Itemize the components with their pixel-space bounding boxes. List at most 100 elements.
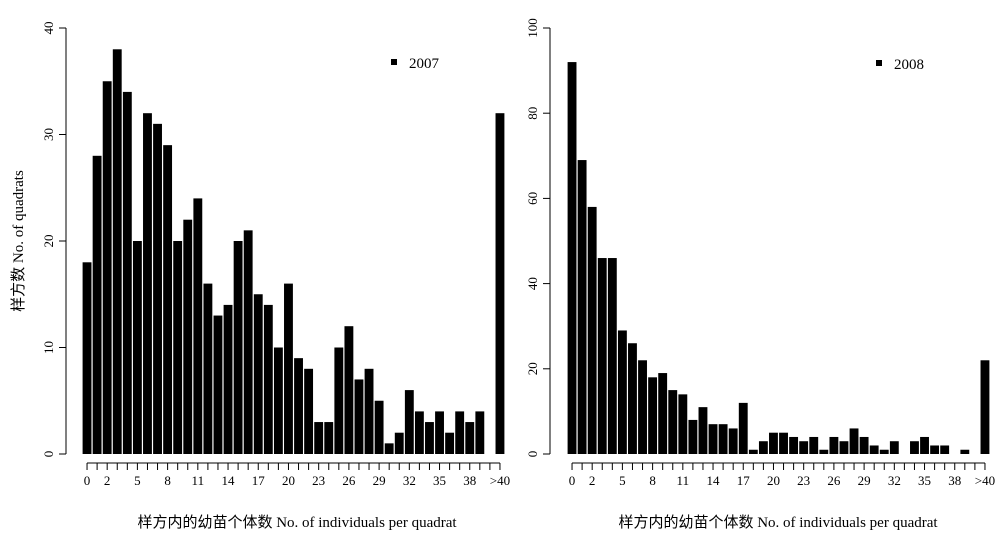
- bar: [284, 283, 293, 454]
- bar: [839, 441, 849, 454]
- bar: [82, 262, 92, 454]
- bar: [779, 432, 788, 454]
- x-tick-label: 2: [589, 473, 596, 488]
- bar: [758, 441, 768, 454]
- bar: [193, 198, 203, 454]
- y-tick-label: 80: [525, 107, 540, 120]
- bar: [829, 436, 839, 454]
- bar: [617, 330, 627, 454]
- x-tick-label: 23: [312, 473, 325, 488]
- bar: [92, 155, 102, 455]
- bar: [455, 411, 465, 454]
- bar: [678, 394, 688, 454]
- bar: [789, 436, 799, 454]
- bar: [889, 441, 899, 454]
- bar: [223, 304, 233, 454]
- legend-label: 2007: [409, 56, 440, 72]
- x-tick-label: 17: [737, 473, 751, 488]
- bar: [414, 411, 424, 454]
- x-tick-label: 32: [403, 473, 416, 488]
- y-tick-label: 40: [525, 277, 540, 290]
- bar: [849, 428, 859, 454]
- bar: [243, 230, 253, 454]
- x-tick-label: 20: [767, 473, 780, 488]
- bar: [577, 160, 587, 454]
- bar: [425, 422, 434, 454]
- bar: [143, 113, 152, 454]
- x-tick-label: 2: [104, 473, 111, 488]
- bar: [728, 428, 738, 454]
- bar: [607, 258, 617, 454]
- x-tick-label: 29: [858, 473, 871, 488]
- bar: [394, 432, 404, 454]
- bar: [334, 347, 344, 454]
- bar: [253, 294, 263, 454]
- bar: [587, 206, 597, 454]
- bar: [708, 424, 718, 454]
- bar: [374, 400, 384, 454]
- x-tick-label: 29: [373, 473, 386, 488]
- y-tick-label: 40: [41, 22, 56, 35]
- x-tick-label: 35: [433, 473, 446, 488]
- x-tick-label: 14: [707, 473, 721, 488]
- x-tick-label: 32: [888, 473, 901, 488]
- bar: [628, 343, 637, 454]
- bar: [344, 326, 354, 454]
- x-tick-label: 17: [252, 473, 266, 488]
- x-tick-label: 35: [918, 473, 931, 488]
- bar: [465, 422, 475, 454]
- x-tick-label: 20: [282, 473, 295, 488]
- bar: [910, 441, 919, 454]
- bar: [748, 449, 758, 454]
- bar: [738, 402, 748, 454]
- bar: [183, 219, 193, 454]
- y-tick-label: 60: [525, 192, 540, 205]
- bar: [203, 283, 213, 454]
- bar: [819, 449, 829, 454]
- x-tick-label: 38: [948, 473, 961, 488]
- x-tick-label: 8: [649, 473, 656, 488]
- bar: [364, 368, 374, 454]
- bar: [233, 241, 243, 454]
- bar: [445, 432, 455, 454]
- bar: [597, 258, 607, 454]
- bar: [173, 241, 183, 454]
- bar: [354, 379, 364, 454]
- bar: [980, 360, 990, 454]
- bar: [304, 368, 314, 454]
- bar: [879, 449, 889, 454]
- bar: [930, 445, 940, 454]
- x-tick-label: >40: [975, 473, 995, 488]
- bar: [475, 411, 485, 454]
- bar: [799, 441, 809, 454]
- bar: [698, 407, 708, 454]
- bar: [940, 445, 950, 454]
- bar: [294, 358, 303, 454]
- bar: [435, 411, 444, 454]
- x-tick-label: 11: [677, 473, 690, 488]
- y-tick-label: 20: [525, 362, 540, 375]
- bar: [263, 304, 273, 454]
- y-tick-label: 0: [525, 451, 540, 458]
- y-tick-label: 30: [41, 128, 56, 141]
- bar: [920, 436, 929, 454]
- bar: [213, 315, 223, 454]
- x-axis-title: 样方内的幼苗个体数 No. of individuals per quadrat: [137, 514, 457, 531]
- bar: [273, 347, 283, 454]
- bar: [384, 443, 394, 454]
- x-tick-label: 38: [463, 473, 476, 488]
- y-tick-label: 0: [41, 451, 56, 458]
- bar: [658, 373, 668, 454]
- bar: [153, 123, 162, 454]
- y-axis-title: 样方数 No. of quadrats: [10, 170, 27, 312]
- bar: [404, 390, 414, 454]
- y-tick-label: 20: [41, 235, 56, 248]
- x-tick-label: 23: [797, 473, 810, 488]
- bar: [668, 390, 678, 454]
- bar: [869, 445, 879, 454]
- x-tick-label: 5: [134, 473, 141, 488]
- bar: [102, 81, 112, 454]
